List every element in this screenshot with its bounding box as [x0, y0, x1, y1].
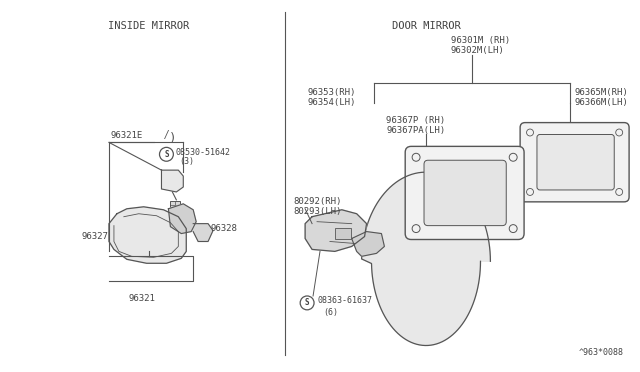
Polygon shape [305, 210, 367, 251]
Text: 96366M(LH): 96366M(LH) [575, 98, 628, 107]
Text: 96354(LH): 96354(LH) [307, 98, 355, 107]
Bar [170, 201, 180, 209]
Circle shape [412, 153, 420, 161]
Circle shape [616, 129, 623, 136]
Circle shape [616, 189, 623, 195]
Polygon shape [193, 224, 213, 241]
Text: S: S [305, 298, 309, 307]
Text: /: / [163, 131, 170, 141]
Circle shape [412, 225, 420, 232]
Polygon shape [362, 172, 490, 346]
Polygon shape [168, 204, 196, 234]
Text: 08363-61637: 08363-61637 [317, 296, 372, 305]
Text: 96365M(RH): 96365M(RH) [575, 89, 628, 97]
Bar [335, 228, 351, 240]
Polygon shape [352, 232, 385, 256]
Text: 96321E: 96321E [111, 131, 143, 140]
Text: INSIDE MIRROR: INSIDE MIRROR [108, 20, 189, 31]
Text: 96302M(LH): 96302M(LH) [451, 46, 504, 55]
FancyBboxPatch shape [424, 160, 506, 226]
Text: ): ) [168, 132, 176, 145]
Circle shape [509, 225, 517, 232]
Text: S: S [164, 150, 169, 159]
FancyBboxPatch shape [537, 135, 614, 190]
FancyBboxPatch shape [405, 146, 524, 240]
Text: 80293(LH): 80293(LH) [293, 207, 342, 216]
Text: (6): (6) [323, 308, 338, 317]
Circle shape [527, 189, 534, 195]
Text: 96321: 96321 [128, 295, 155, 304]
Text: DOOR MIRROR: DOOR MIRROR [392, 20, 460, 31]
Polygon shape [109, 207, 186, 263]
Text: (3): (3) [179, 157, 195, 166]
Circle shape [527, 129, 534, 136]
Text: 96327: 96327 [81, 232, 108, 241]
Text: ^963*0088: ^963*0088 [579, 348, 624, 357]
Text: 96328: 96328 [210, 224, 237, 233]
Text: 80292(RH): 80292(RH) [293, 198, 342, 206]
Polygon shape [161, 170, 183, 192]
Text: 08530-51642: 08530-51642 [175, 148, 230, 157]
Text: 96301M (RH): 96301M (RH) [451, 36, 510, 45]
Text: 96367PA(LH): 96367PA(LH) [387, 126, 445, 135]
Text: 96353(RH): 96353(RH) [307, 89, 355, 97]
Circle shape [509, 153, 517, 161]
FancyBboxPatch shape [520, 123, 629, 202]
Text: 96367P (RH): 96367P (RH) [387, 116, 445, 125]
